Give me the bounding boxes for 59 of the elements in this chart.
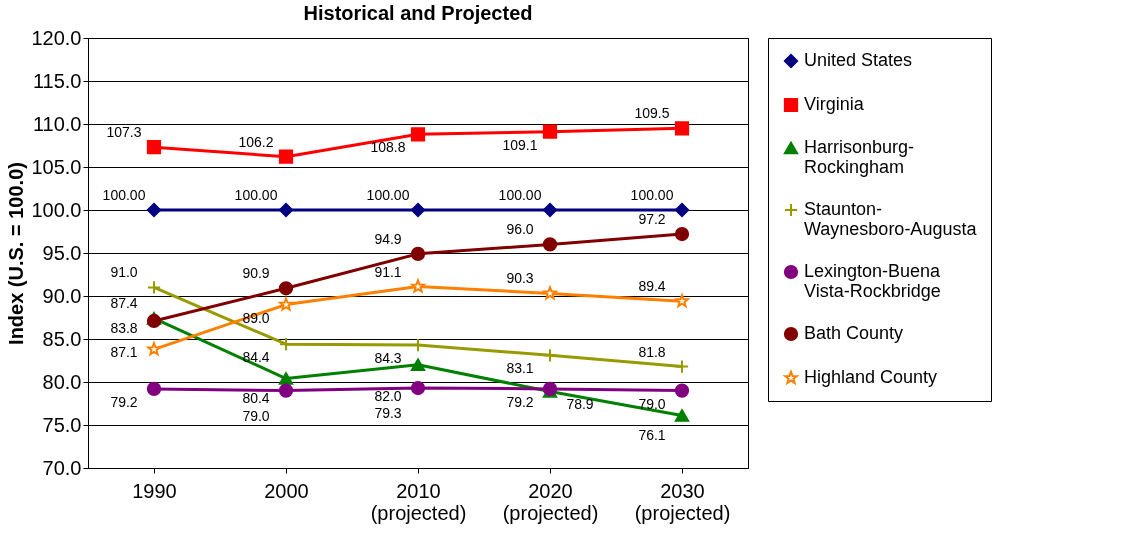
data-label: 100.00 <box>234 187 278 203</box>
data-label: 79.0 <box>638 395 666 412</box>
data-label: 84.4 <box>242 349 270 366</box>
data-label: 100.00 <box>366 187 410 203</box>
y-tick-label: 120.0 <box>31 26 82 49</box>
data-label: 78.9 <box>566 396 594 413</box>
x-tick-label: 2010 (projected) <box>370 479 467 524</box>
data-label: 94.9 <box>374 230 402 247</box>
x-tick-label: 2000 <box>264 479 309 502</box>
data-label: 91.0 <box>110 264 138 281</box>
data-label: 79.3 <box>374 405 402 422</box>
legend-label: United States <box>804 50 913 70</box>
data-label: 106.2 <box>238 133 274 150</box>
y-axis-title: Index (U.S. = 100.0) <box>5 162 28 345</box>
data-label: 97.2 <box>638 211 666 228</box>
data-label: 100.00 <box>498 187 542 203</box>
y-tick-label: 75.0 <box>42 413 82 436</box>
data-label: 100.00 <box>630 187 674 203</box>
data-label: 76.1 <box>638 426 666 443</box>
data-label: 80.4 <box>242 389 270 406</box>
data-label: 84.3 <box>374 350 402 367</box>
data-label: 109.1 <box>502 136 538 153</box>
y-tick-label: 110.0 <box>32 112 82 135</box>
legend-label: Lexington-Buena Vista-Rockbridge <box>804 261 942 301</box>
y-tick-label: 85.0 <box>42 327 82 350</box>
data-label: 83.1 <box>506 360 534 377</box>
y-tick-label: 105.0 <box>31 155 82 178</box>
data-label: 79.2 <box>110 393 138 410</box>
data-label: 81.8 <box>638 343 666 360</box>
y-tick-label: 95.0 <box>42 241 82 264</box>
data-label: 100.00 <box>102 187 146 203</box>
data-label: 89.4 <box>638 278 666 295</box>
data-label: 90.3 <box>506 270 534 287</box>
legend-label: Bath County <box>804 323 904 343</box>
y-tick-label: 90.0 <box>42 284 82 307</box>
y-tick-label: 115.0 <box>32 69 82 92</box>
y-tick-label: 70.0 <box>42 456 82 479</box>
legend-label: Virginia <box>804 94 865 114</box>
y-tick-label: 80.0 <box>42 370 82 393</box>
x-tick-label: 2030 (projected) <box>634 479 731 524</box>
data-label: 79.0 <box>242 407 270 424</box>
data-label: 87.1 <box>110 343 138 360</box>
x-tick-label: 1990 <box>132 479 177 502</box>
legend-label: Highland County <box>804 367 938 387</box>
data-label: 90.9 <box>242 265 270 282</box>
data-label: 91.1 <box>374 263 402 280</box>
x-tick-label: 2020 (projected) <box>502 479 599 524</box>
y-tick-label: 100.0 <box>31 198 82 221</box>
data-label: 108.8 <box>370 139 406 156</box>
data-label: 79.2 <box>506 393 534 410</box>
data-label: 96.0 <box>506 221 534 238</box>
data-label: 87.4 <box>110 295 138 312</box>
data-label: 107.3 <box>106 124 142 141</box>
legend-label: Harrisonburg-Rockingham <box>804 137 915 177</box>
legend-label: Staunton-Waynesboro-Augusta <box>804 199 978 239</box>
chart-title: Historical and Projected <box>303 2 533 24</box>
data-label: 109.5 <box>634 105 670 122</box>
data-label: 83.8 <box>110 320 138 337</box>
data-label: 82.0 <box>374 387 402 404</box>
